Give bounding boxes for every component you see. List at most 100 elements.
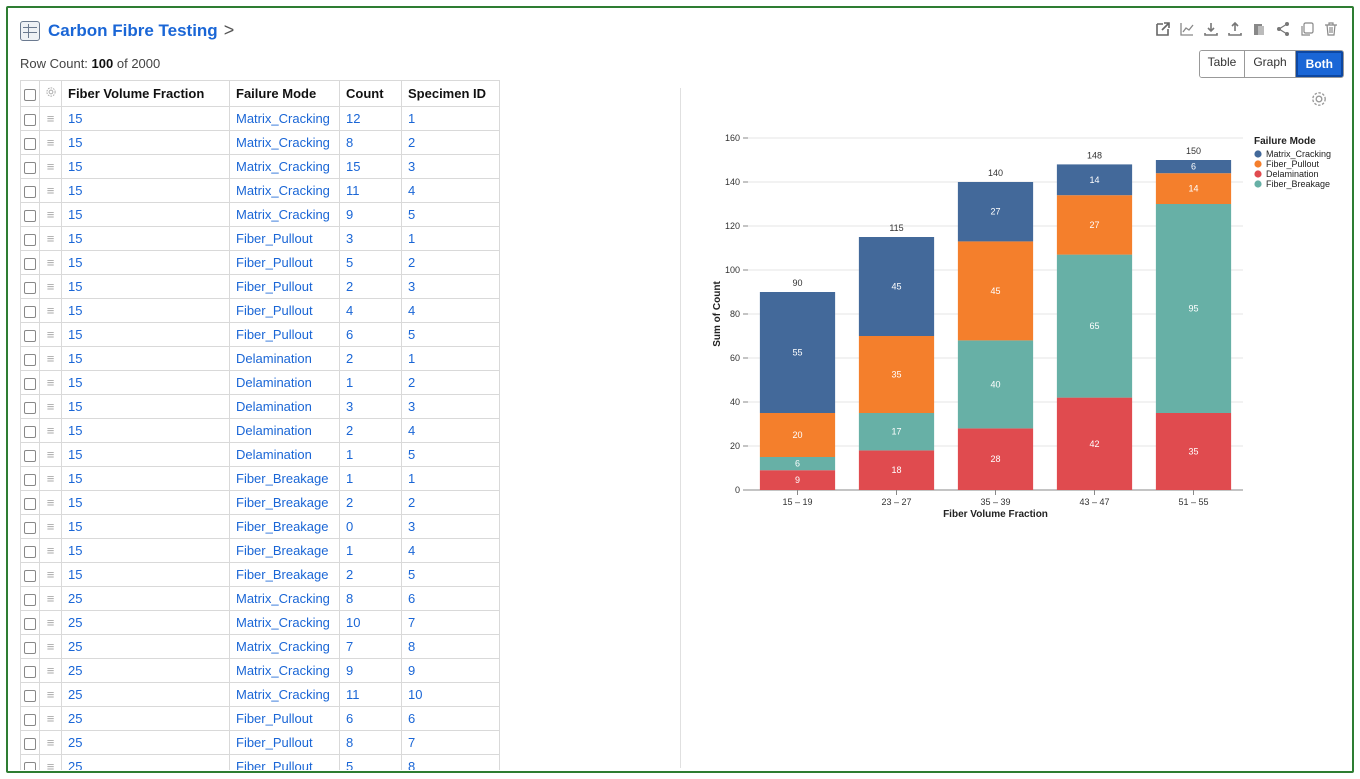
cell-specimen-id[interactable]: 3	[401, 394, 500, 419]
select-all-checkbox[interactable]	[24, 88, 36, 101]
cell-specimen-id[interactable]: 2	[401, 370, 500, 395]
share-icon[interactable]	[1274, 20, 1292, 38]
cell-fiber-volume-fraction[interactable]: 15	[61, 418, 230, 443]
row-checkbox[interactable]	[24, 665, 36, 678]
cell-fiber-volume-fraction[interactable]: 15	[61, 490, 230, 515]
cell-fiber-volume-fraction[interactable]: 25	[61, 634, 230, 659]
cell-fiber-volume-fraction[interactable]: 15	[61, 226, 230, 251]
drag-handle-icon[interactable]: ≡	[46, 351, 55, 366]
cell-count[interactable]: 6	[339, 706, 402, 731]
cell-failure-mode[interactable]: Fiber_Breakage	[229, 490, 340, 515]
gear-icon[interactable]	[45, 86, 57, 98]
cell-count[interactable]: 4	[339, 298, 402, 323]
cell-count[interactable]: 1	[339, 538, 402, 563]
table-row[interactable]: ≡ 25 Matrix_Cracking 11 10	[20, 682, 500, 707]
cell-fiber-volume-fraction[interactable]: 25	[61, 586, 230, 611]
cell-failure-mode[interactable]: Fiber_Pullout	[229, 250, 340, 275]
row-checkbox[interactable]	[24, 497, 36, 510]
cell-specimen-id[interactable]: 4	[401, 538, 500, 563]
cell-failure-mode[interactable]: Delamination	[229, 346, 340, 371]
cell-failure-mode[interactable]: Matrix_Cracking	[229, 610, 340, 635]
row-checkbox[interactable]	[24, 113, 36, 126]
row-checkbox[interactable]	[24, 617, 36, 630]
cell-fiber-volume-fraction[interactable]: 25	[61, 706, 230, 731]
row-checkbox[interactable]	[24, 137, 36, 150]
table-row[interactable]: ≡ 15 Fiber_Pullout 3 1	[20, 226, 500, 251]
cell-fiber-volume-fraction[interactable]: 15	[61, 298, 230, 323]
drag-handle-icon[interactable]: ≡	[46, 135, 55, 150]
cell-specimen-id[interactable]: 3	[401, 274, 500, 299]
row-checkbox[interactable]	[24, 209, 36, 222]
row-checkbox[interactable]	[24, 185, 36, 198]
cell-fiber-volume-fraction[interactable]: 25	[61, 682, 230, 707]
cell-fiber-volume-fraction[interactable]: 25	[61, 730, 230, 755]
drag-handle-icon[interactable]: ≡	[46, 639, 55, 654]
drag-handle-icon[interactable]: ≡	[46, 327, 55, 342]
cell-specimen-id[interactable]: 8	[401, 634, 500, 659]
table-row[interactable]: ≡ 15 Fiber_Pullout 4 4	[20, 298, 500, 323]
table-row[interactable]: ≡ 25 Fiber_Pullout 8 7	[20, 730, 500, 755]
cell-failure-mode[interactable]: Fiber_Pullout	[229, 274, 340, 299]
line-chart-icon[interactable]	[1178, 20, 1196, 38]
row-checkbox[interactable]	[24, 353, 36, 366]
drag-handle-icon[interactable]: ≡	[46, 471, 55, 486]
drag-handle-icon[interactable]: ≡	[46, 423, 55, 438]
cell-specimen-id[interactable]: 1	[401, 106, 500, 131]
cell-failure-mode[interactable]: Fiber_Pullout	[229, 298, 340, 323]
download-icon[interactable]	[1202, 20, 1220, 38]
table-row[interactable]: ≡ 15 Delamination 2 1	[20, 346, 500, 371]
table-row[interactable]: ≡ 15 Matrix_Cracking 8 2	[20, 130, 500, 155]
row-checkbox[interactable]	[24, 449, 36, 462]
table-row[interactable]: ≡ 15 Fiber_Pullout 2 3	[20, 274, 500, 299]
column-header-fiber-volume-fraction[interactable]: Fiber Volume Fraction	[61, 80, 230, 107]
cell-specimen-id[interactable]: 10	[401, 682, 500, 707]
cell-failure-mode[interactable]: Matrix_Cracking	[229, 202, 340, 227]
cell-failure-mode[interactable]: Fiber_Pullout	[229, 730, 340, 755]
cell-specimen-id[interactable]: 9	[401, 658, 500, 683]
row-checkbox[interactable]	[24, 521, 36, 534]
cell-count[interactable]: 2	[339, 562, 402, 587]
cell-failure-mode[interactable]: Fiber_Pullout	[229, 754, 340, 770]
drag-handle-icon[interactable]: ≡	[46, 543, 55, 558]
cell-count[interactable]: 2	[339, 418, 402, 443]
drag-handle-icon[interactable]: ≡	[46, 279, 55, 294]
view-toggle-table[interactable]: Table	[1199, 51, 1246, 77]
drag-handle-icon[interactable]: ≡	[46, 303, 55, 318]
drag-handle-icon[interactable]: ≡	[46, 111, 55, 126]
cell-count[interactable]: 8	[339, 130, 402, 155]
trash-icon[interactable]	[1322, 20, 1340, 38]
drag-handle-icon[interactable]: ≡	[46, 159, 55, 174]
cell-specimen-id[interactable]: 5	[401, 202, 500, 227]
cell-failure-mode[interactable]: Matrix_Cracking	[229, 586, 340, 611]
external-link-icon[interactable]	[1154, 20, 1172, 38]
chart-settings-gear-icon[interactable]	[1310, 90, 1328, 108]
cell-specimen-id[interactable]: 7	[401, 610, 500, 635]
cell-failure-mode[interactable]: Matrix_Cracking	[229, 130, 340, 155]
data-table-container[interactable]: Fiber Volume Fraction Failure Mode Count…	[20, 80, 516, 770]
cell-failure-mode[interactable]: Matrix_Cracking	[229, 658, 340, 683]
table-row[interactable]: ≡ 25 Matrix_Cracking 7 8	[20, 634, 500, 659]
cell-count[interactable]: 3	[339, 226, 402, 251]
table-row[interactable]: ≡ 15 Delamination 1 2	[20, 370, 500, 395]
cell-specimen-id[interactable]: 2	[401, 130, 500, 155]
cell-failure-mode[interactable]: Fiber_Pullout	[229, 226, 340, 251]
cell-specimen-id[interactable]: 5	[401, 562, 500, 587]
cell-fiber-volume-fraction[interactable]: 15	[61, 370, 230, 395]
pane-divider[interactable]	[680, 88, 681, 768]
clipboard-icon[interactable]	[1250, 20, 1268, 38]
row-checkbox[interactable]	[24, 329, 36, 342]
table-row[interactable]: ≡ 15 Matrix_Cracking 9 5	[20, 202, 500, 227]
cell-specimen-id[interactable]: 4	[401, 178, 500, 203]
cell-fiber-volume-fraction[interactable]: 15	[61, 514, 230, 539]
column-header-specimen-id[interactable]: Specimen ID	[401, 80, 500, 107]
cell-specimen-id[interactable]: 3	[401, 514, 500, 539]
cell-failure-mode[interactable]: Delamination	[229, 442, 340, 467]
row-checkbox[interactable]	[24, 761, 36, 770]
cell-fiber-volume-fraction[interactable]: 15	[61, 322, 230, 347]
row-checkbox[interactable]	[24, 737, 36, 750]
cell-count[interactable]: 7	[339, 634, 402, 659]
cell-failure-mode[interactable]: Matrix_Cracking	[229, 106, 340, 131]
drag-handle-icon[interactable]: ≡	[46, 447, 55, 462]
drag-handle-icon[interactable]: ≡	[46, 615, 55, 630]
cell-count[interactable]: 8	[339, 586, 402, 611]
